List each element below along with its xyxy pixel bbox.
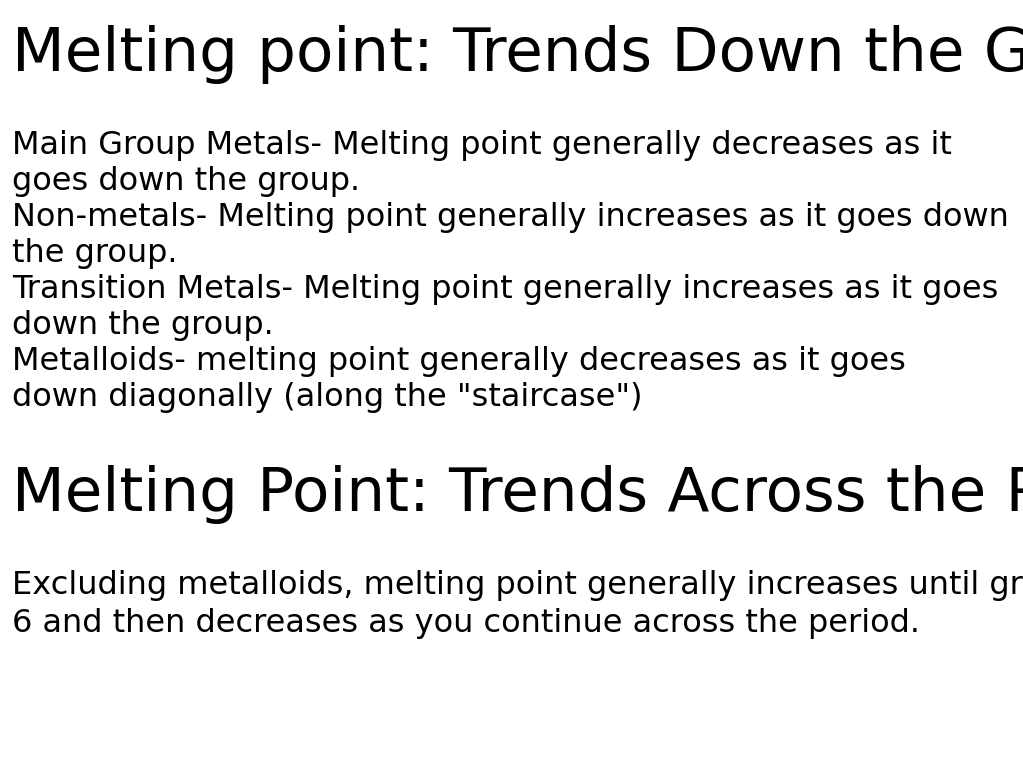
Text: down the group.: down the group.: [12, 310, 274, 341]
Text: the group.: the group.: [12, 238, 178, 269]
Text: down diagonally (along the "staircase"): down diagonally (along the "staircase"): [12, 382, 642, 413]
Text: goes down the group.: goes down the group.: [12, 166, 360, 197]
Text: Melting Point: Trends Across the Period: Melting Point: Trends Across the Period: [12, 465, 1023, 524]
Text: Metalloids- melting point generally decreases as it goes: Metalloids- melting point generally decr…: [12, 346, 906, 377]
Text: Excluding metalloids, melting point generally increases until group: Excluding metalloids, melting point gene…: [12, 570, 1023, 601]
Text: Transition Metals- Melting point generally increases as it goes: Transition Metals- Melting point general…: [12, 274, 998, 305]
Text: Main Group Metals- Melting point generally decreases as it: Main Group Metals- Melting point general…: [12, 130, 951, 161]
Text: 6 and then decreases as you continue across the period.: 6 and then decreases as you continue acr…: [12, 608, 920, 639]
Text: Melting point: Trends Down the Groups: Melting point: Trends Down the Groups: [12, 25, 1023, 84]
Text: Non-metals- Melting point generally increases as it goes down: Non-metals- Melting point generally incr…: [12, 202, 1009, 233]
